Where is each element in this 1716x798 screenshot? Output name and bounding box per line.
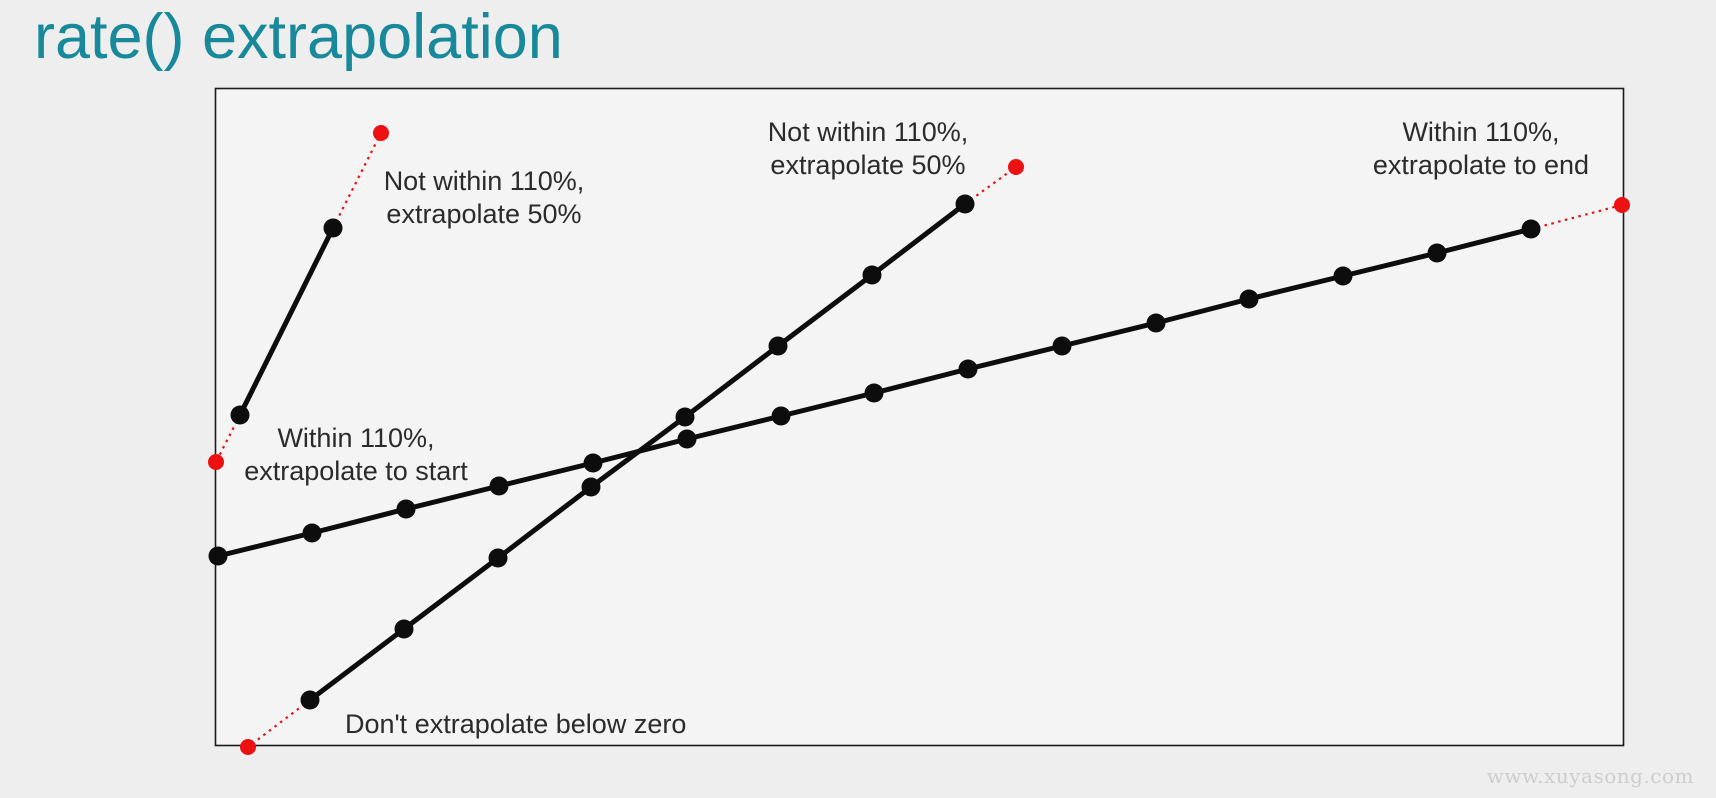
short-steep-series-sample-point [323, 218, 343, 238]
mid-slope-series-sample-point [768, 336, 788, 356]
long-shallow-series-sample-point [583, 453, 603, 473]
mid-slope-series-extrapolated-point [1008, 159, 1024, 175]
mid-slope-series-sample-point [300, 690, 320, 710]
long-shallow-series-sample-point [302, 523, 322, 543]
long-shallow-series-sample-point [208, 546, 228, 566]
short-steep-series-line [237, 225, 336, 418]
watermark: www.xuyasong.com [1486, 764, 1694, 788]
long-shallow-series-extrapolation-line [1530, 203, 1623, 231]
mid-slope-series-sample-point [955, 194, 975, 214]
mid-slope-series-sample-point [394, 619, 414, 639]
chart-annotation: Within 110%, extrapolate to end [1373, 117, 1589, 180]
mid-slope-series-sample-point [675, 407, 695, 427]
long-shallow-series-sample-point [1427, 243, 1447, 263]
long-shallow-series-sample-point [396, 499, 416, 519]
chart-annotation: Don't extrapolate below zero [345, 709, 686, 739]
mid-slope-series-extrapolation-line [247, 699, 311, 748]
chart-annotation: Not within 110%, extrapolate 50% [768, 117, 969, 180]
short-steep-series-extrapolated-point [208, 454, 224, 470]
long-shallow-series-sample-point [489, 476, 509, 496]
long-shallow-series-sample-point [1146, 313, 1166, 333]
plot-area [214, 87, 1625, 747]
long-shallow-series-sample-point [1052, 336, 1072, 356]
page-title: rate() extrapolation [34, 2, 563, 72]
long-shallow-series-sample-point [771, 406, 791, 426]
long-shallow-series-sample-point [958, 359, 978, 379]
mid-slope-series-extrapolated-point [240, 739, 256, 755]
long-shallow-series-sample-point [1333, 266, 1353, 286]
chart-annotation: Within 110%, extrapolate to start [244, 423, 468, 486]
mid-slope-series-sample-point [862, 265, 882, 285]
short-steep-series-extrapolated-point [373, 125, 389, 141]
chart-annotation: Not within 110%, extrapolate 50% [384, 166, 585, 229]
short-steep-series-sample-point [230, 405, 250, 425]
mid-slope-series-sample-point [581, 477, 601, 497]
long-shallow-series-sample-point [1239, 289, 1259, 309]
mid-slope-series-sample-point [488, 548, 508, 568]
long-shallow-series-sample-point [1521, 219, 1541, 239]
long-shallow-series-sample-point [677, 429, 697, 449]
long-shallow-series-sample-point [864, 383, 884, 403]
long-shallow-series-extrapolated-point [1614, 197, 1630, 213]
